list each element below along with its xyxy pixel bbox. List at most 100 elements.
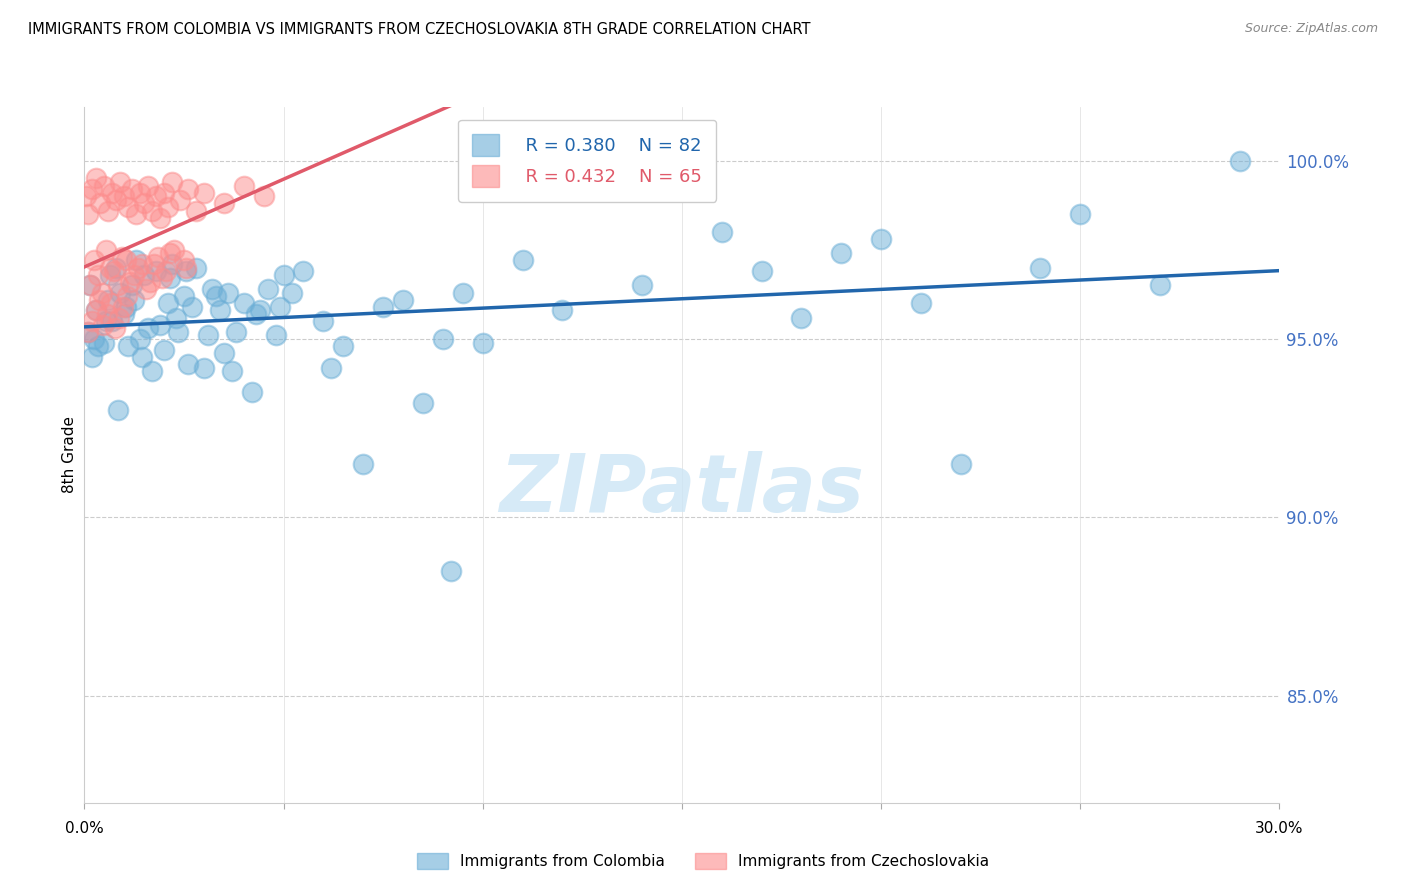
Point xyxy=(167,325,190,339)
Point xyxy=(129,332,152,346)
Text: Source: ZipAtlas.com: Source: ZipAtlas.com xyxy=(1244,22,1378,36)
Point xyxy=(93,178,115,193)
Point xyxy=(312,314,335,328)
Text: 30.0%: 30.0% xyxy=(1256,821,1303,836)
Legend:   R = 0.380    N = 82,   R = 0.432    N = 65: R = 0.380 N = 82, R = 0.432 N = 65 xyxy=(458,120,716,202)
Point xyxy=(112,300,135,314)
Point xyxy=(177,182,200,196)
Point xyxy=(149,318,172,332)
Point xyxy=(870,232,893,246)
Point xyxy=(225,325,247,339)
Text: ZIPatlas: ZIPatlas xyxy=(499,450,865,529)
Point xyxy=(392,293,415,307)
Point xyxy=(1229,153,1251,168)
Point xyxy=(87,339,110,353)
Point xyxy=(269,300,291,314)
Point xyxy=(631,278,654,293)
Point xyxy=(208,303,231,318)
Point xyxy=(89,196,111,211)
Point xyxy=(471,335,494,350)
Point xyxy=(440,564,463,578)
Point xyxy=(212,196,235,211)
Point xyxy=(551,303,574,318)
Point xyxy=(173,253,195,268)
Point xyxy=(82,182,104,196)
Point xyxy=(87,268,110,282)
Point xyxy=(104,321,127,335)
Point xyxy=(129,186,152,200)
Point xyxy=(107,278,129,293)
Point xyxy=(512,253,534,268)
Point xyxy=(212,346,235,360)
Point xyxy=(97,203,120,218)
Point xyxy=(910,296,932,310)
Point xyxy=(107,403,129,417)
Point xyxy=(1029,260,1052,275)
Point xyxy=(83,253,105,268)
Point xyxy=(77,325,100,339)
Point xyxy=(173,289,195,303)
Point xyxy=(97,293,120,307)
Point xyxy=(169,193,191,207)
Point xyxy=(98,268,121,282)
Point xyxy=(141,364,163,378)
Point xyxy=(86,171,108,186)
Point xyxy=(157,296,180,310)
Point xyxy=(125,253,148,268)
Point xyxy=(253,189,276,203)
Point xyxy=(157,200,180,214)
Point xyxy=(159,246,181,260)
Point xyxy=(256,282,278,296)
Point xyxy=(110,285,132,300)
Point xyxy=(352,457,374,471)
Point xyxy=(280,285,302,300)
Point xyxy=(115,253,138,268)
Point xyxy=(160,257,183,271)
Point xyxy=(91,285,114,300)
Point xyxy=(249,303,271,318)
Y-axis label: 8th Grade: 8th Grade xyxy=(62,417,77,493)
Point xyxy=(273,268,295,282)
Point xyxy=(117,200,139,214)
Point xyxy=(103,264,125,278)
Point xyxy=(153,343,176,357)
Point xyxy=(96,307,118,321)
Point xyxy=(432,332,454,346)
Point xyxy=(122,293,145,307)
Point xyxy=(145,264,167,278)
Point xyxy=(181,300,204,314)
Point xyxy=(165,310,187,325)
Point xyxy=(132,268,156,282)
Point xyxy=(93,318,115,332)
Point xyxy=(174,264,197,278)
Point xyxy=(371,300,394,314)
Point xyxy=(205,289,228,303)
Point xyxy=(710,225,733,239)
Point xyxy=(217,285,239,300)
Point xyxy=(1069,207,1091,221)
Point xyxy=(149,211,172,225)
Point xyxy=(100,296,122,310)
Point xyxy=(155,264,177,278)
Point xyxy=(121,278,143,293)
Point xyxy=(110,175,132,189)
Point xyxy=(830,246,852,260)
Point xyxy=(117,339,139,353)
Point xyxy=(150,271,173,285)
Point xyxy=(240,385,263,400)
Point xyxy=(131,257,153,271)
Point xyxy=(451,285,474,300)
Point xyxy=(115,300,138,314)
Point xyxy=(93,335,115,350)
Point xyxy=(79,278,101,293)
Point xyxy=(101,314,124,328)
Point xyxy=(193,360,215,375)
Point xyxy=(136,321,159,335)
Point xyxy=(76,325,98,339)
Point xyxy=(105,260,128,275)
Point xyxy=(125,207,148,221)
Point xyxy=(79,278,101,293)
Point xyxy=(160,175,183,189)
Point xyxy=(77,207,100,221)
Point xyxy=(141,203,163,218)
